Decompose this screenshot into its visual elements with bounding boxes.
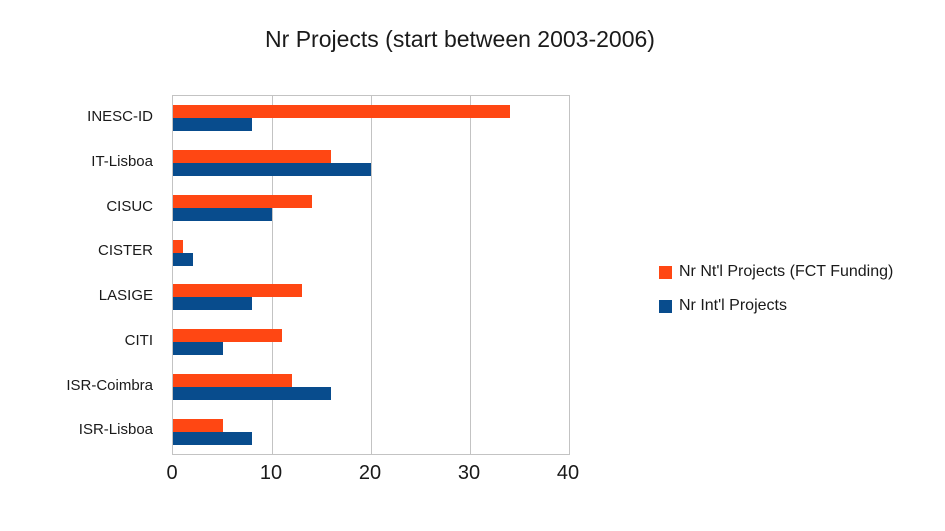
plot-area [172, 95, 570, 455]
legend-label: Nr Int'l Projects [679, 297, 787, 314]
bar-cister-series-0 [173, 239, 183, 253]
bar-cisuc-series-1 [173, 207, 272, 221]
bar-lasige-series-1 [173, 297, 253, 311]
bar-it-lisboa-series-0 [173, 150, 332, 164]
legend-item-series-0: Nr Nt'l Projects (FCT Funding) [659, 263, 893, 281]
gridline [272, 96, 273, 454]
bar-citi-series-1 [173, 342, 223, 356]
legend-swatch-icon [659, 299, 672, 313]
bar-inesc-id-series-0 [173, 105, 510, 119]
x-tick-label: 40 [556, 462, 580, 484]
category-label: CISTER [97, 242, 153, 260]
bar-isr-lisboa-series-0 [173, 418, 223, 432]
legend-item-series-1: Nr Int'l Projects [659, 297, 893, 315]
x-tick-label: 20 [358, 462, 382, 484]
category-label: INESC-ID [87, 108, 153, 125]
category-label: ISR-Lisboa [78, 421, 153, 439]
legend-label: Nr Nt'l Projects (FCT Funding) [679, 263, 894, 280]
category-label: ISR-Coimbra [66, 376, 153, 394]
bar-lasige-series-0 [173, 284, 302, 298]
category-label: IT-Lisboa [91, 152, 153, 170]
bar-isr-lisboa-series-1 [173, 431, 253, 445]
chart-title: Nr Projects (start between 2003-2006) [265, 26, 655, 52]
bar-isr-coimbra-series-1 [173, 386, 332, 400]
bar-it-lisboa-series-1 [173, 163, 371, 177]
bar-cisuc-series-0 [173, 194, 312, 208]
category-label: CISUC [106, 197, 153, 215]
category-label: CITI [124, 331, 153, 349]
bar-citi-series-0 [173, 329, 282, 343]
bar-inesc-id-series-1 [173, 118, 253, 132]
bar-cister-series-1 [173, 252, 193, 266]
x-tick-label: 10 [259, 462, 283, 484]
x-tick-label: 30 [457, 462, 481, 484]
legend-swatch-icon [659, 265, 672, 279]
y-axis: INESC-ID IT-Lisboa CISUC CISTER LASIGE CITI IS… [0, 95, 153, 453]
category-label: LASIGE [98, 287, 153, 304]
bar-isr-coimbra-series-0 [173, 373, 292, 387]
x-tick-label: 0 [166, 462, 178, 484]
gridline [371, 96, 372, 454]
gridline [470, 96, 471, 454]
legend: Nr Nt'l Projects (FCT Funding) Nr Int'l P… [659, 263, 893, 331]
